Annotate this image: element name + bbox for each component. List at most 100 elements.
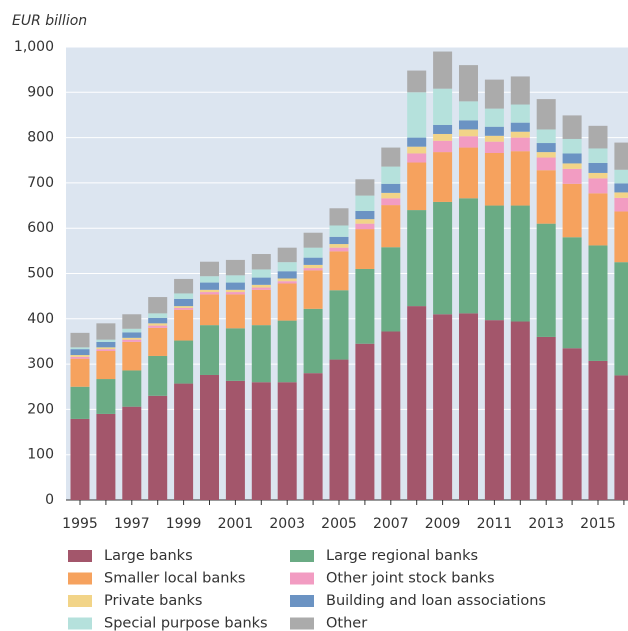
bar-segment xyxy=(562,153,582,164)
bar-segment xyxy=(562,138,582,154)
bar-segment xyxy=(562,168,582,184)
bar-segment xyxy=(122,328,142,333)
bar-segment xyxy=(96,379,116,414)
bar-segment xyxy=(614,142,628,170)
bar-segment xyxy=(614,183,628,193)
bar-segment xyxy=(303,264,323,269)
bar-segment xyxy=(329,247,349,252)
legend-swatch xyxy=(290,572,314,585)
bar-segment xyxy=(148,297,168,314)
bar-segment xyxy=(510,321,530,500)
bar-segment xyxy=(277,271,297,279)
bar-segment xyxy=(536,170,556,224)
bar-segment xyxy=(303,270,323,309)
bar-segment xyxy=(562,115,582,139)
bar-segment xyxy=(174,298,194,307)
bar-segment xyxy=(433,140,453,153)
bar-segment xyxy=(536,152,556,158)
bar-segment xyxy=(277,320,297,383)
x-tick-label: 2005 xyxy=(321,516,357,532)
bar-segment xyxy=(381,247,401,332)
bar-segment xyxy=(614,262,628,376)
bar-segment xyxy=(588,360,608,500)
bar-segment xyxy=(303,308,323,374)
bar-segment xyxy=(174,383,194,500)
bar-segment xyxy=(70,356,90,359)
bar-segment xyxy=(510,104,530,123)
bars xyxy=(70,51,628,500)
bar-segment xyxy=(562,183,582,238)
bar-segment xyxy=(174,306,194,308)
bar-segment xyxy=(433,152,453,202)
bar-segment xyxy=(484,141,504,154)
x-tick-label: 1997 xyxy=(114,516,150,532)
bar-segment xyxy=(277,262,297,272)
bar-segment xyxy=(251,382,271,500)
bar-segment xyxy=(407,92,427,138)
bar-segment xyxy=(225,328,245,381)
bar-segment xyxy=(200,289,219,293)
bar-segment xyxy=(588,172,608,179)
bar-segment xyxy=(148,355,168,396)
bar-segment xyxy=(484,153,504,206)
y-tick-label: 400 xyxy=(27,311,54,327)
bar-segment xyxy=(510,131,530,138)
bar-segment xyxy=(96,341,116,348)
bar-segment xyxy=(70,358,90,387)
bar-segment xyxy=(355,219,375,224)
bar-segment xyxy=(148,325,168,328)
legend-label: Special purpose banks xyxy=(104,616,268,631)
bar-segment xyxy=(122,341,142,371)
bar-segment xyxy=(510,76,530,105)
bar-segment xyxy=(96,323,116,340)
legend-label: Other joint stock banks xyxy=(326,571,495,587)
bar-segment xyxy=(355,195,375,211)
bar-segment xyxy=(329,208,349,226)
bar-segment xyxy=(122,332,142,338)
bar-segment xyxy=(407,210,427,307)
bar-segment xyxy=(70,347,90,350)
bar-segment xyxy=(484,108,504,127)
bar-segment xyxy=(355,229,375,269)
bar-segment xyxy=(407,146,427,154)
bar-segment xyxy=(588,125,608,149)
bar-segment xyxy=(329,290,349,360)
bar-segment xyxy=(381,331,401,500)
bar-segment xyxy=(174,293,194,299)
bar-segment xyxy=(329,244,349,248)
bar-segment xyxy=(277,382,297,500)
bar-segment xyxy=(484,135,504,142)
bar-segment xyxy=(225,292,245,295)
bar-segment xyxy=(329,359,349,500)
legend-label: Other xyxy=(326,616,367,631)
bar-segment xyxy=(122,337,142,340)
bar-segment xyxy=(381,147,401,167)
legend-swatch xyxy=(68,595,92,607)
bar-segment xyxy=(433,314,453,500)
legend-swatch xyxy=(290,595,314,607)
bar-segment xyxy=(407,153,427,163)
bar-segment xyxy=(200,282,219,290)
legend-label: Building and loan associations xyxy=(326,593,546,609)
bar-segment xyxy=(381,166,401,184)
bar-segment xyxy=(251,284,271,288)
bar-segment xyxy=(225,380,245,500)
legend-label: Private banks xyxy=(104,593,202,609)
bar-segment xyxy=(588,148,608,163)
bar-segment xyxy=(355,179,375,196)
legend-label: Large regional banks xyxy=(326,548,478,564)
bar-segment xyxy=(433,51,453,89)
bar-segment xyxy=(459,120,478,130)
bar-segment xyxy=(433,133,453,141)
bar-segment xyxy=(510,137,530,152)
bar-segment xyxy=(303,232,323,248)
bar-segment xyxy=(122,339,142,342)
bar-segment xyxy=(225,282,245,290)
bar-segment xyxy=(407,70,427,93)
x-tick-label: 2001 xyxy=(218,516,254,532)
bar-segment xyxy=(277,281,297,284)
bar-segment xyxy=(588,178,608,194)
legend-label: Smaller local banks xyxy=(104,571,245,587)
bar-segment xyxy=(277,283,297,321)
